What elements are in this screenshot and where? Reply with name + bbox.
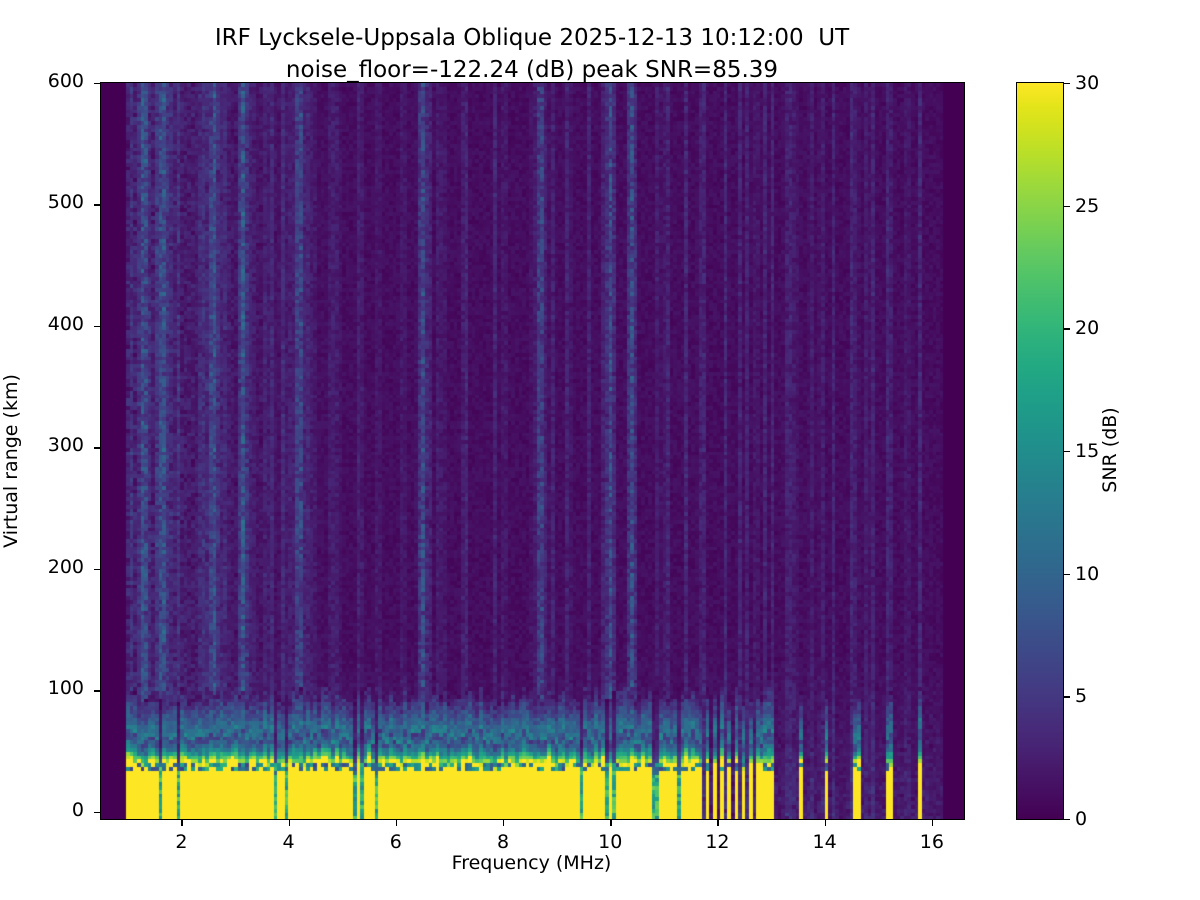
x-axis-label: Frequency (MHz) — [451, 852, 612, 874]
colorbar-label: SNR (dB) — [1099, 407, 1121, 493]
y-axis-label: Virtual range (km) — [0, 374, 22, 548]
colorbar-tick-label: 25 — [1075, 194, 1100, 217]
x-tick-label: 10 — [598, 831, 623, 853]
colorbar-gradient — [1017, 83, 1063, 819]
x-tick-mark — [824, 820, 826, 826]
colorbar-tick-label: 5 — [1075, 685, 1088, 708]
colorbar-tick-mark — [1064, 83, 1070, 85]
colorbar-tick-label: 0 — [1075, 808, 1088, 830]
x-tick-label: 4 — [282, 831, 295, 853]
y-tick-text: 100 — [47, 677, 84, 700]
colorbar-tick-mark — [1064, 573, 1070, 575]
x-tick-label: 12 — [705, 831, 730, 853]
chart-title-line2: noise_floor=-122.24 (dB) peak SNR=85.39 — [285, 57, 779, 83]
x-tick-mark — [717, 820, 719, 826]
y-tick-mark — [93, 811, 100, 813]
y-tick-mark — [93, 447, 100, 449]
colorbar: 0 5 10 15 20 25 30 — [1016, 72, 1099, 830]
colorbar-tick-label: 10 — [1075, 562, 1100, 585]
y-tick-text: 200 — [47, 555, 84, 578]
y-tick-mark — [93, 568, 100, 571]
y-tick-mark — [93, 325, 100, 328]
x-tick-mark — [288, 820, 290, 826]
y-tick-text: 600 — [47, 70, 84, 92]
y-tick-text: 400 — [47, 312, 84, 335]
colorbar-tick-mark — [1064, 328, 1070, 330]
y-tick-text: 500 — [47, 191, 84, 214]
colorbar-tick-label: 30 — [1075, 72, 1100, 94]
x-tick-label: 16 — [919, 831, 944, 853]
colorbar-tick-mark — [1064, 696, 1070, 698]
x-tick-label: 6 — [389, 831, 402, 853]
x-tick-mark — [503, 820, 505, 826]
x-tick-mark — [610, 820, 612, 826]
y-tick-text: 0 — [71, 798, 84, 821]
y-tick-mark — [93, 690, 100, 692]
x-tick-label: 8 — [496, 831, 510, 853]
colorbar-tick-mark — [1064, 451, 1070, 453]
colorbar-tick-mark — [1064, 819, 1070, 821]
y-tick-mark — [93, 204, 100, 206]
x-tick-label: 2 — [175, 831, 188, 853]
ionogram-heatmap — [101, 83, 964, 819]
y-tick-mark — [93, 83, 100, 85]
x-tick-mark — [181, 820, 183, 826]
colorbar-tick-label: 20 — [1075, 317, 1100, 340]
chart-title-line1: IRF Lycksele-Uppsala Oblique 2025-12-13 … — [214, 25, 850, 51]
colorbar-tick-label: 15 — [1075, 440, 1100, 462]
colorbar-tick-mark — [1064, 205, 1070, 207]
x-tick-mark — [931, 820, 934, 826]
x-tick-label: 14 — [812, 831, 837, 853]
heatmap-plot-area: 0 100 200 300 400 500 600 2 4 6 8 10 12 14 16 — [48, 70, 965, 853]
x-tick-mark — [395, 820, 398, 826]
y-tick-text: 300 — [47, 434, 84, 457]
chart-title: IRF Lycksele-Uppsala Oblique 2025-12-13 … — [0, 22, 1064, 86]
